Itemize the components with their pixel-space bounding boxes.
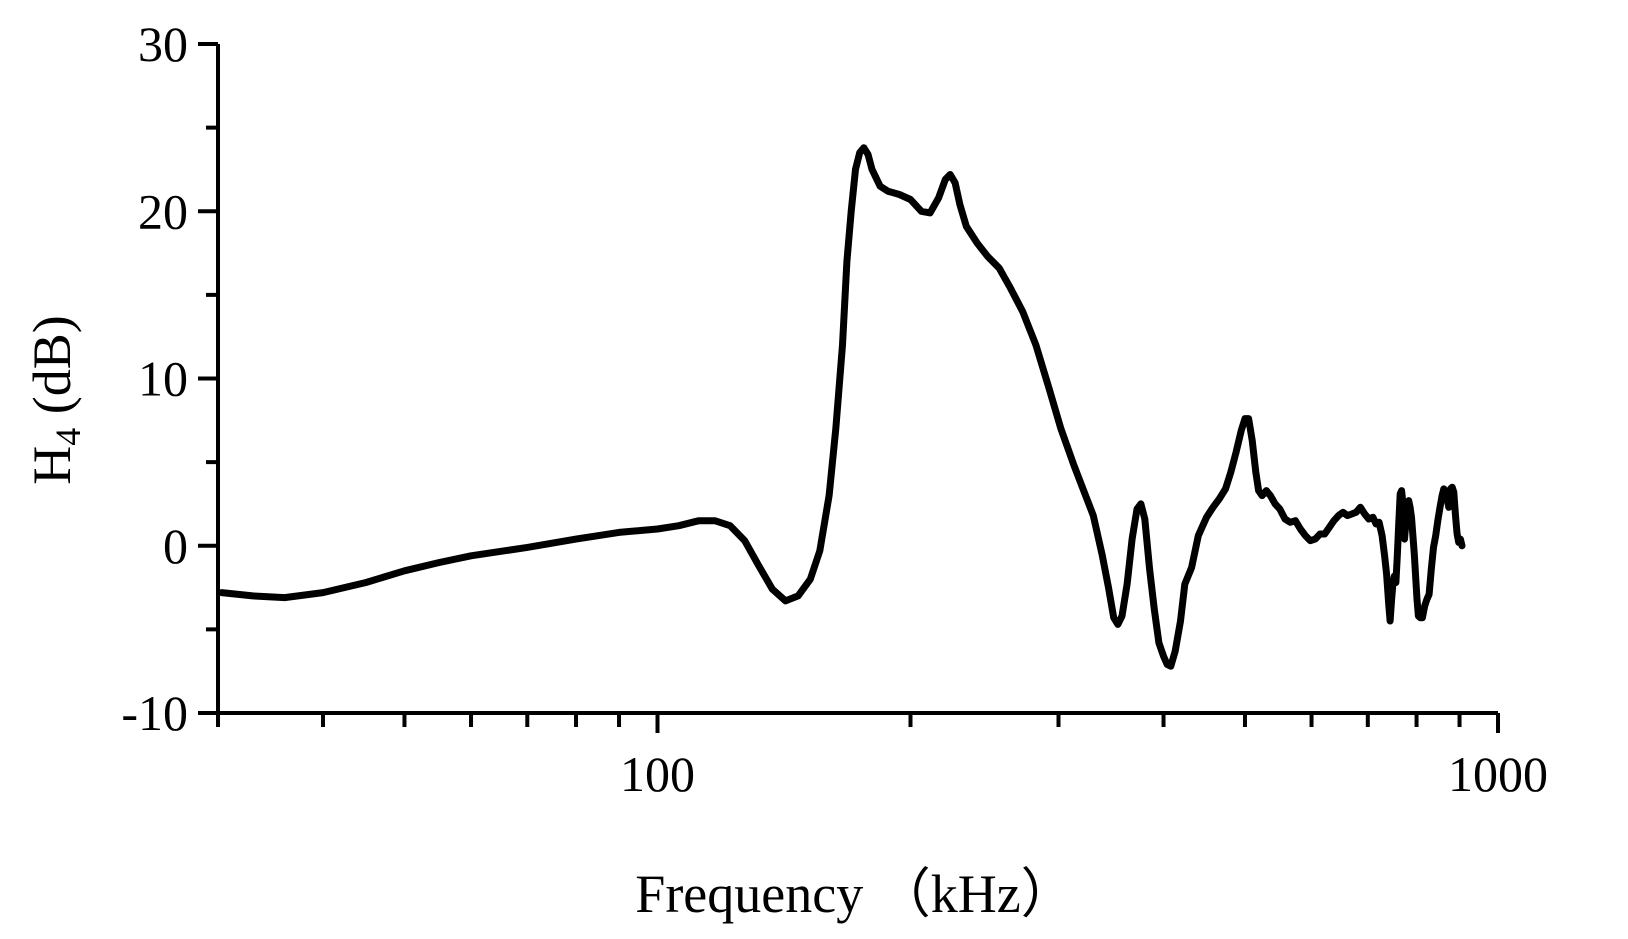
chart-tick-labels: -10 0 10 20 30 100 1000 — [121, 16, 1548, 802]
y-tick-label: 0 — [163, 518, 188, 574]
y-axis-title-unit: (dB) — [22, 315, 82, 427]
chart-ticks — [198, 42, 1500, 733]
chart-axes — [216, 44, 1498, 715]
y-axis-title-main: H — [22, 446, 82, 485]
x-tick-label: 100 — [620, 746, 695, 802]
y-tick-label: 30 — [138, 16, 188, 72]
y-tick-label: 10 — [138, 351, 188, 407]
x-axis-title: Frequency （kHz） — [635, 864, 1074, 924]
y-tick-label: -10 — [121, 685, 188, 741]
y-tick-label: 20 — [138, 183, 188, 239]
y-axis-title-sub: 4 — [48, 428, 88, 446]
x-tick-label: 1000 — [1448, 746, 1548, 802]
y-axis-title: H4 (dB) — [22, 315, 88, 484]
series-line — [218, 144, 1466, 670]
